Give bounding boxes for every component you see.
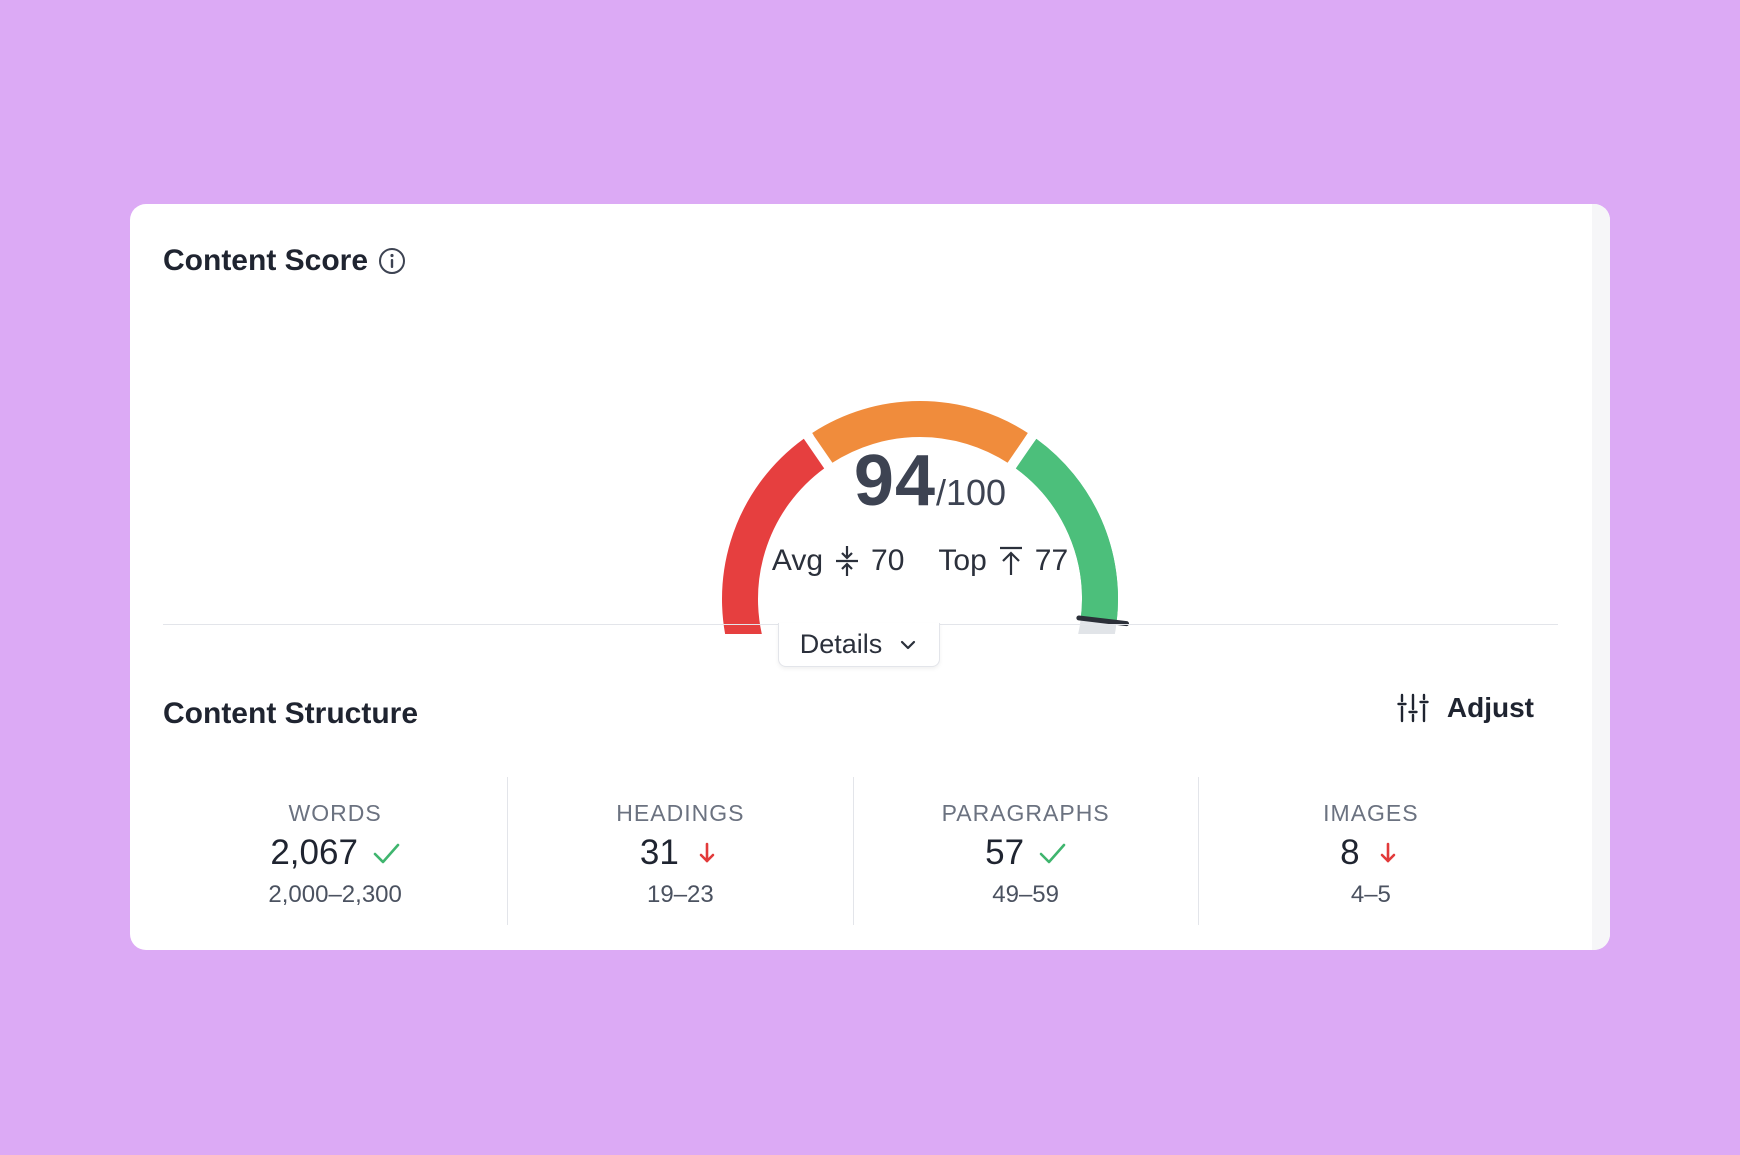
metric-value: 2,067 [270,833,358,872]
benchmark-top: Top 77 [938,544,1068,578]
arrow-up-to-top-icon [999,546,1022,575]
score-max: /100 [936,472,1007,513]
metric-label: HEADINGS [616,800,745,826]
score-value: 94 [853,441,936,521]
content-score-card: Content Score 94/100 Avg 70 Top [130,204,1610,950]
gauge-gap [1005,429,1039,472]
gauge-gap [801,429,835,472]
metric-value: 8 [1340,833,1360,872]
arrow-down-icon [699,842,715,863]
metric-paragraphs: PARAGRAPHS 57 49–59 [854,777,1199,925]
metric-value: 57 [985,833,1025,872]
content-score-title: Content Score [163,244,369,277]
metric-headings: HEADINGS 31 19–23 [508,777,854,925]
content-score-header: Content Score [163,244,406,278]
metrics-row: WORDS 2,067 2,000–2,300 HEADINGS 31 19–2… [163,777,1543,925]
benchmark-top-value: 77 [1034,544,1069,577]
metric-images: IMAGES 8 4–5 [1199,777,1543,925]
content-structure-title: Content Structure [163,697,418,730]
benchmarks: Avg 70 Top 77 [700,544,1140,578]
details-label: Details [799,629,883,659]
metric-range: 49–59 [992,881,1059,908]
compress-vertical-icon [836,546,859,576]
score-gauge [722,401,1130,634]
metric-range: 4–5 [1350,881,1391,908]
metric-range: 19–23 [647,881,714,908]
check-icon [373,843,400,864]
metric-words: WORDS 2,067 2,000–2,300 [163,777,509,925]
info-icon[interactable] [378,247,406,275]
metric-range: 2,000–2,300 [268,881,402,908]
sliders-icon [1397,693,1429,723]
arrow-down-icon [1380,842,1395,863]
score-display: 94/100 [780,440,1080,530]
gauge-segment-low [722,435,833,634]
benchmark-avg-label: Avg [771,544,824,577]
gauge-score-marker [1076,615,1130,627]
benchmark-top-label: Top [938,544,987,577]
details-button[interactable]: Details [778,623,940,667]
metric-label: WORDS [288,800,382,826]
benchmark-avg-value: 70 [871,544,905,577]
gauge-segment-mid [812,401,1028,464]
chevron-down-icon [901,640,916,649]
adjust-button[interactable]: Adjust [1397,692,1534,724]
metric-value: 31 [639,833,679,872]
check-icon [1039,843,1066,864]
metric-label: IMAGES [1323,800,1419,826]
benchmark-avg: Avg 70 [772,544,905,578]
adjust-label: Adjust [1446,692,1534,723]
gauge-segment-high-overlay [1014,438,1118,623]
metric-label: PARAGRAPHS [941,800,1110,826]
